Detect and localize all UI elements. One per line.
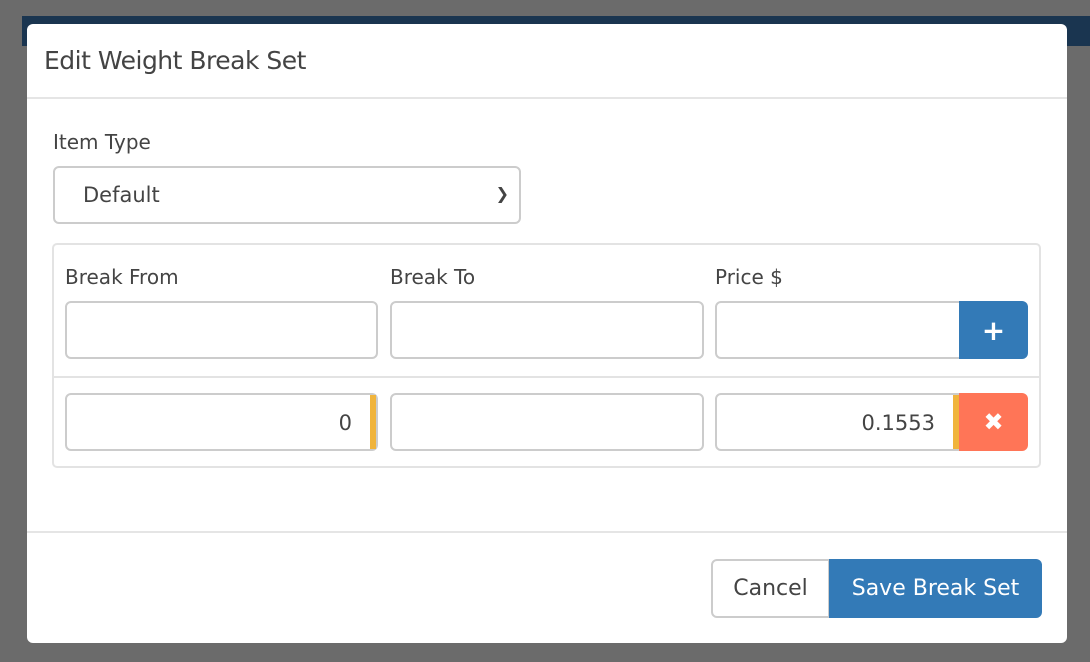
divider: [54, 376, 1039, 378]
close-icon: ✖: [983, 408, 1004, 436]
dialog-title: Edit Weight Break Set: [44, 46, 306, 75]
warning-indicator: [953, 395, 959, 449]
price-header: Price $: [715, 265, 783, 289]
price-input[interactable]: 0.1553: [715, 393, 961, 451]
add-break-button[interactable]: +: [959, 301, 1028, 359]
break-to-input[interactable]: [390, 393, 704, 451]
break-to-header: Break To: [390, 265, 476, 289]
footer-divider: [27, 531, 1067, 533]
new-break-from-input[interactable]: [65, 301, 378, 359]
new-price-input[interactable]: [715, 301, 961, 359]
remove-break-button[interactable]: ✖: [959, 393, 1028, 451]
warning-indicator: [370, 395, 376, 449]
new-break-to-input[interactable]: [390, 301, 704, 359]
break-from-header: Break From: [65, 265, 179, 289]
item-type-select[interactable]: Default ❯: [53, 166, 521, 224]
breaks-panel: Break From Break To Price $ + 0 0.1553 ✖: [52, 243, 1041, 468]
save-break-set-button[interactable]: Save Break Set: [829, 559, 1042, 618]
edit-weight-break-set-dialog: Edit Weight Break Set Item Type Default ❯…: [27, 24, 1067, 643]
plus-icon: +: [981, 313, 1006, 347]
break-from-input[interactable]: 0: [65, 393, 378, 451]
chevron-down-icon: ❯: [495, 184, 509, 203]
cancel-button[interactable]: Cancel: [711, 559, 830, 618]
item-type-label: Item Type: [53, 130, 151, 154]
item-type-value: Default: [83, 183, 160, 207]
dialog-header: Edit Weight Break Set: [27, 24, 1067, 99]
